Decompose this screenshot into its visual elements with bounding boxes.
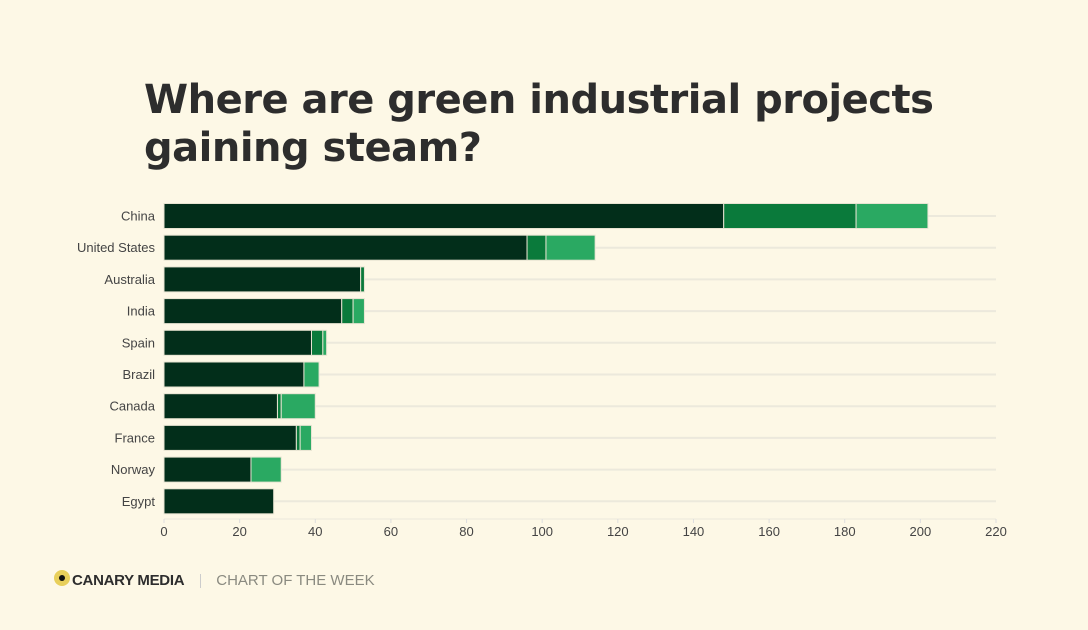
category-label: Australia: [104, 272, 155, 287]
bar-segment: [163, 203, 725, 229]
footer: CANARY MEDIA CHART OF THE WEEK: [54, 569, 375, 589]
category-label: Egypt: [122, 494, 156, 509]
bar-segment: [545, 234, 596, 261]
bar-segment: [360, 266, 365, 293]
x-tick-label: 120: [607, 524, 629, 539]
category-label: Canada: [109, 399, 155, 414]
brand-name: CANARY MEDIA: [72, 572, 185, 589]
category-label: India: [127, 304, 156, 319]
x-tick-label: 100: [531, 524, 553, 539]
category-label: United States: [77, 240, 156, 255]
x-tick-label: 20: [232, 524, 246, 539]
bar-segment: [295, 424, 301, 451]
bar-segment: [250, 456, 282, 483]
bar-segment: [163, 234, 528, 261]
category-label: Norway: [111, 462, 156, 477]
bar-segment: [280, 393, 316, 420]
x-tick-label: 180: [834, 524, 856, 539]
category-label: China: [121, 209, 156, 224]
bar-chart: China United States Australia India Spain Bra…: [77, 203, 1007, 539]
bar-segment: [163, 393, 278, 420]
bar-segment: [723, 203, 857, 229]
bar-segment: [163, 266, 362, 293]
x-tick-label: 200: [910, 524, 932, 539]
x-tick-label: 40: [308, 524, 322, 539]
bar-segment: [163, 488, 275, 515]
x-tick-label: 80: [459, 524, 473, 539]
bar-segment: [526, 234, 547, 261]
divider: [200, 573, 202, 588]
category-label: Spain: [122, 335, 155, 350]
bar-segment: [299, 424, 312, 451]
bar-segment: [163, 298, 343, 325]
chart-title: Where are green industrial projects gain…: [144, 77, 934, 171]
category-label: Brazil: [122, 367, 155, 382]
bar-segment: [163, 361, 305, 388]
x-tick-label: 160: [758, 524, 780, 539]
bar-segment: [276, 393, 282, 420]
tagline: CHART OF THE WEEK: [216, 572, 375, 589]
x-tick-label: 140: [683, 524, 705, 539]
bar-segment: [163, 456, 252, 483]
x-tick-label: 220: [985, 524, 1007, 539]
bar-segment: [352, 298, 365, 325]
category-label: France: [115, 430, 155, 445]
bar-segment: [322, 329, 328, 356]
bar-segment: [310, 329, 324, 356]
x-tick-label: 0: [160, 524, 167, 539]
x-tick-label: 60: [384, 524, 398, 539]
bar-segment: [163, 424, 297, 451]
canary-logo-icon: [54, 569, 70, 586]
bar-segment: [303, 361, 320, 388]
bar-segment: [341, 298, 354, 325]
bar-segment: [163, 329, 312, 356]
bar-segment: [855, 203, 929, 229]
